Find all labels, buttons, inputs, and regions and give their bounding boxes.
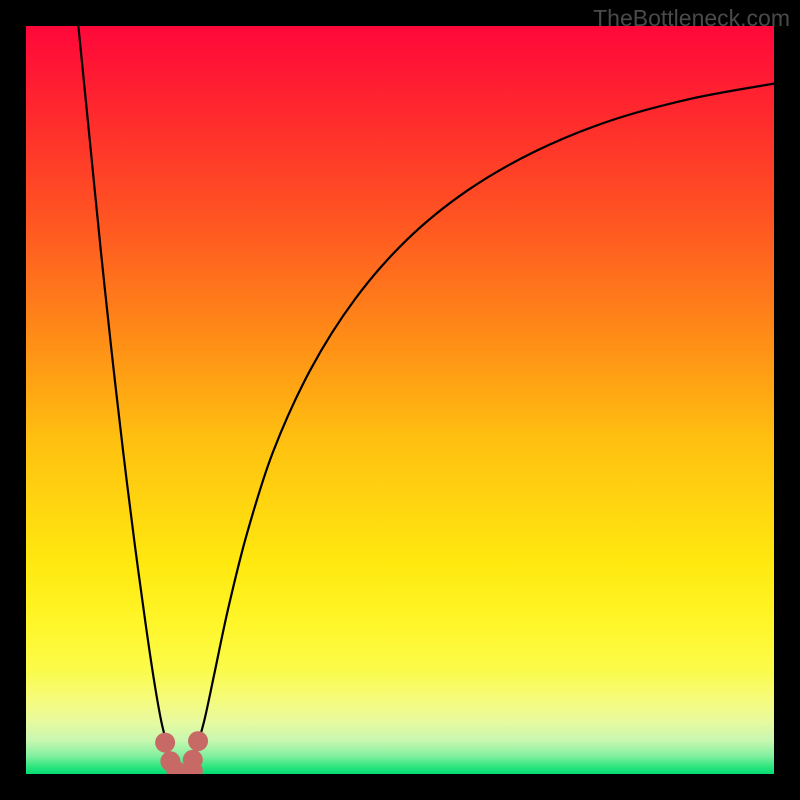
gradient-background — [26, 26, 774, 774]
bottleneck-plot — [26, 26, 774, 774]
data-marker — [155, 733, 175, 753]
data-marker — [188, 731, 208, 751]
chart-container: TheBottleneck.com — [0, 0, 800, 800]
